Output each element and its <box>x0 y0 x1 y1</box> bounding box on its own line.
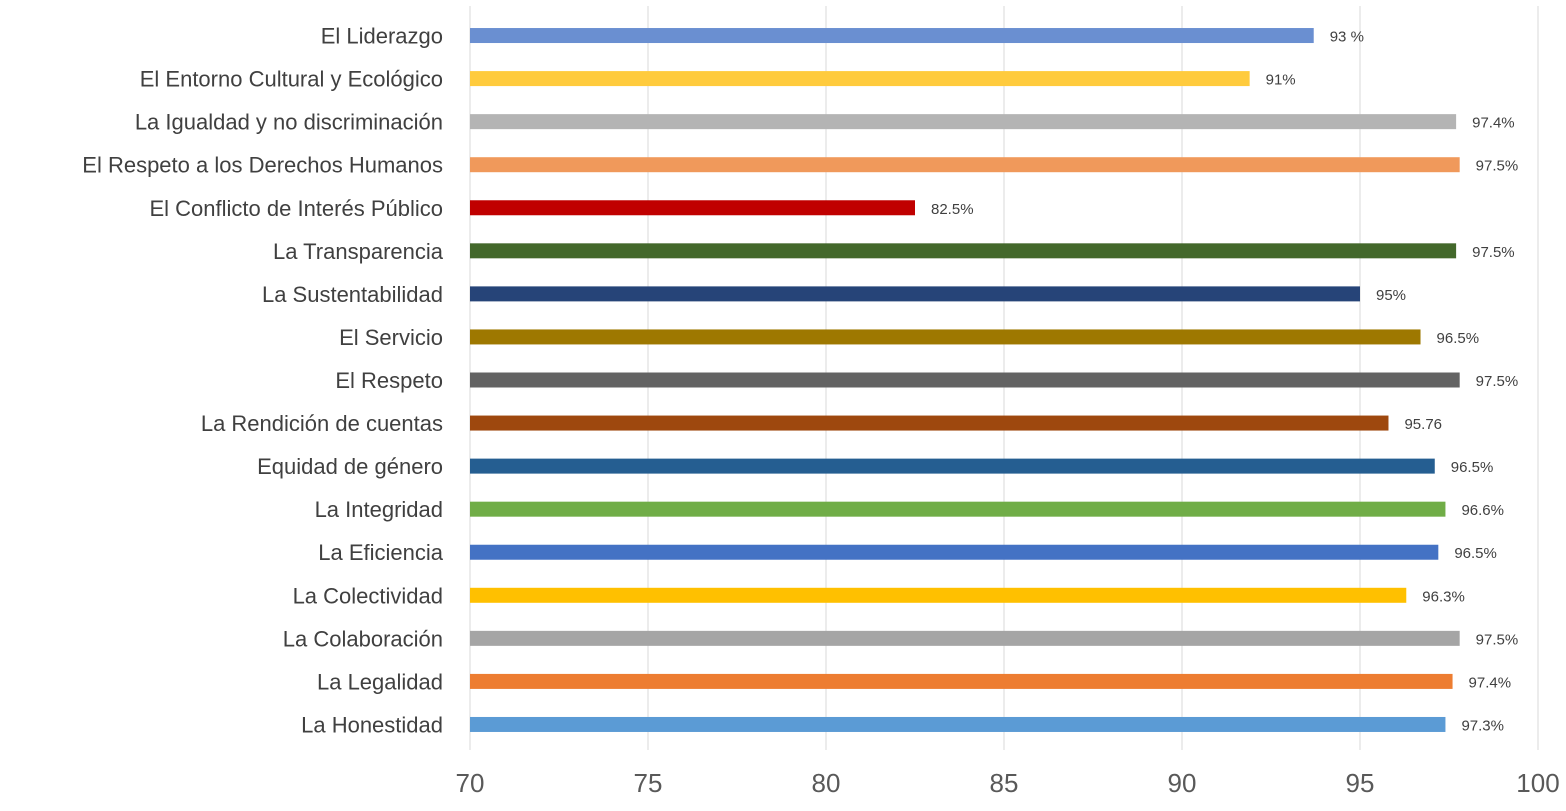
category-label: La Eficiencia <box>318 540 444 565</box>
data-label: 95% <box>1376 287 1406 304</box>
x-tick-label: 85 <box>990 768 1019 798</box>
data-label: 97.5% <box>1476 631 1519 648</box>
x-tick-label: 70 <box>456 768 485 798</box>
category-label: La Rendición de cuentas <box>201 411 443 436</box>
bar <box>470 114 1457 130</box>
bar <box>470 458 1435 474</box>
category-label: La Igualdad y no discriminación <box>135 110 443 135</box>
data-labels: 93 % 91% 97.4% 97.5% 82.5% 97.5% 95% 96.5% 97.5%… <box>931 29 1518 735</box>
bar <box>470 28 1314 44</box>
category-label: La Legalidad <box>317 669 443 694</box>
bar <box>470 286 1360 302</box>
category-label: Equidad de género <box>257 454 443 479</box>
category-label: La Honestidad <box>301 712 443 737</box>
bar <box>470 243 1457 259</box>
data-label: 96.5% <box>1437 330 1480 347</box>
data-label: 96.5% <box>1454 545 1497 562</box>
data-label: 96.6% <box>1461 502 1504 519</box>
x-tick-label: 95 <box>1346 768 1375 798</box>
category-label: La Transparencia <box>273 239 444 264</box>
data-label: 96.3% <box>1422 588 1465 605</box>
bar <box>470 630 1460 646</box>
x-tick-label: 75 <box>634 768 663 798</box>
data-label: 82.5% <box>931 201 974 218</box>
bar <box>470 200 915 216</box>
category-label: El Respeto a los Derechos Humanos <box>82 153 443 178</box>
data-label: 97.4% <box>1472 115 1515 132</box>
bar <box>470 329 1421 345</box>
bar <box>470 71 1250 87</box>
bar <box>470 415 1389 431</box>
x-tick-label: 80 <box>812 768 841 798</box>
data-label: 95.76 <box>1404 416 1442 433</box>
category-label: La Colaboración <box>283 626 443 651</box>
category-label: La Integridad <box>315 497 443 522</box>
category-labels: El Liderazgo El Entorno Cultural y Ecológ… <box>82 24 443 738</box>
bar <box>470 501 1446 517</box>
x-tick-label: 90 <box>1168 768 1197 798</box>
data-label: 97.3% <box>1461 717 1504 734</box>
category-label: El Servicio <box>339 325 443 350</box>
bar <box>470 544 1439 560</box>
data-label: 93 % <box>1330 29 1364 46</box>
bar <box>470 157 1460 173</box>
bar <box>470 372 1460 388</box>
category-label: El Entorno Cultural y Ecológico <box>140 67 443 92</box>
x-axis-ticks: 70 75 80 85 90 95 100 <box>456 768 1560 798</box>
data-label: 97.5% <box>1476 158 1519 175</box>
x-tick-label: 100 <box>1516 768 1559 798</box>
data-label: 96.5% <box>1451 459 1494 476</box>
data-label: 97.5% <box>1476 373 1519 390</box>
bar <box>470 716 1446 732</box>
bars <box>470 28 1460 732</box>
data-label: 97.4% <box>1469 674 1512 691</box>
data-label: 97.5% <box>1472 244 1515 261</box>
data-label: 91% <box>1266 72 1296 89</box>
category-label: El Liderazgo <box>321 24 443 49</box>
category-label: El Respeto <box>335 368 443 393</box>
bar <box>470 673 1453 689</box>
category-label: El Conflicto de Interés Público <box>150 196 444 221</box>
category-label: La Sustentabilidad <box>262 282 443 307</box>
bar <box>470 587 1407 603</box>
category-label: La Colectividad <box>293 583 443 608</box>
